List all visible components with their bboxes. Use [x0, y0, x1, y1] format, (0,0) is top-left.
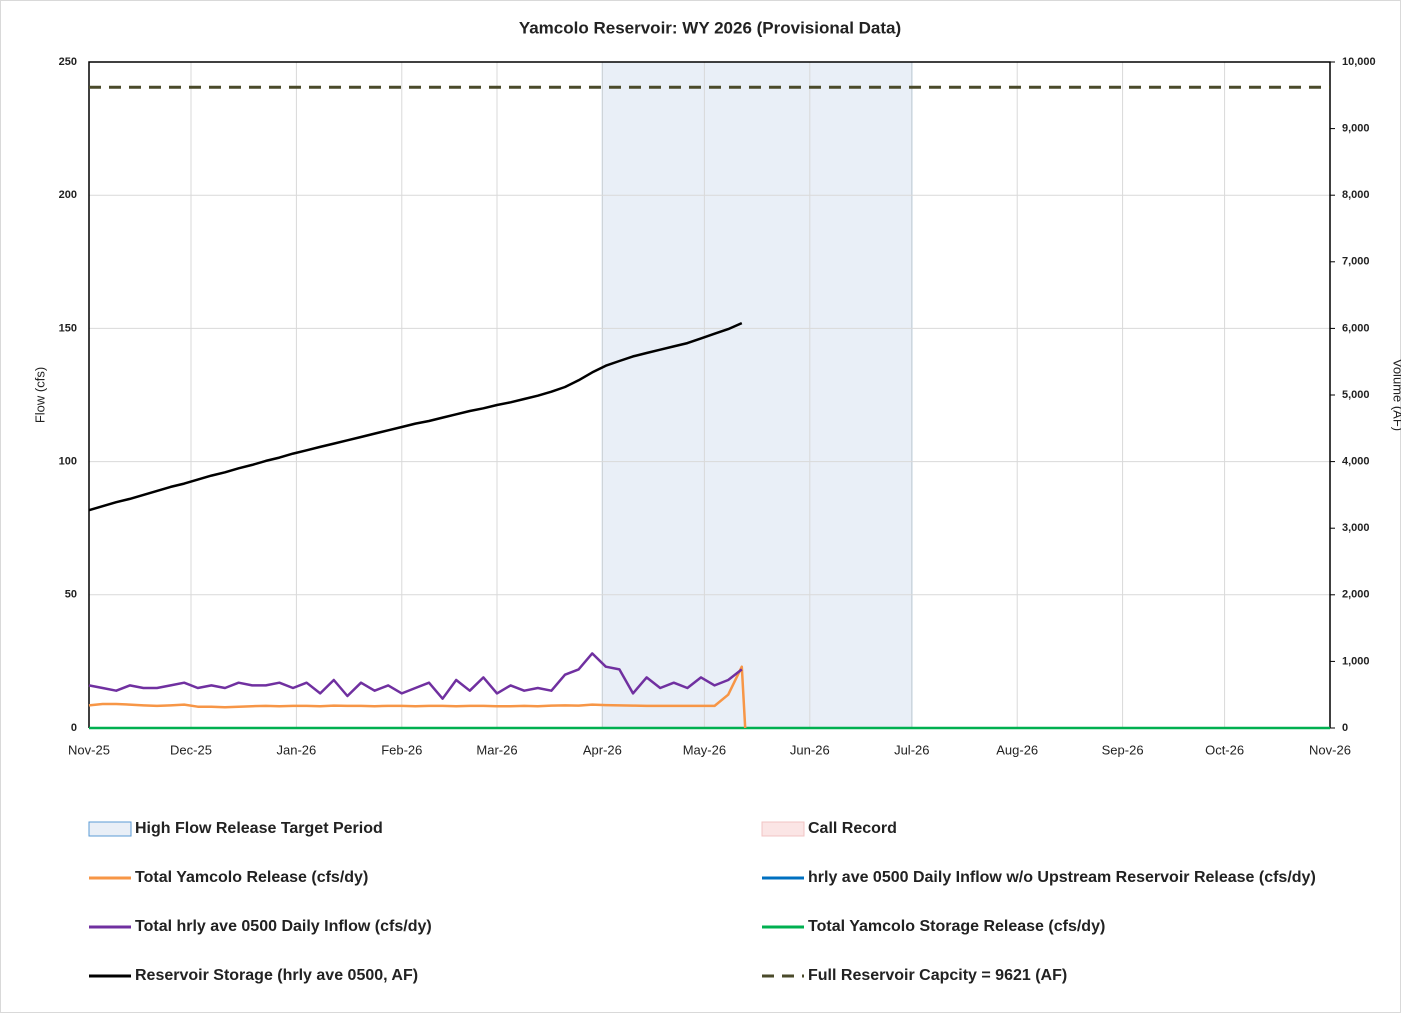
legend-label: Reservoir Storage (hrly ave 0500, AF)	[135, 967, 418, 984]
x-tick-label: Jun-26	[790, 742, 830, 757]
y2-axis-label: Volume (AF)	[1391, 359, 1401, 431]
y-tick-label: 50	[65, 589, 77, 601]
y-axis-label: Flow (cfs)	[32, 367, 47, 423]
y2-tick-label: 10,000	[1342, 56, 1376, 68]
y2-tick-label: 4,000	[1342, 456, 1370, 468]
y2-tick-label: 6,000	[1342, 322, 1370, 334]
x-tick-label: Aug-26	[996, 742, 1038, 757]
legend-label: Call Record	[808, 820, 897, 837]
plot-frame	[88, 61, 1331, 728]
y-tick-label: 0	[71, 722, 77, 734]
legend-swatch	[88, 821, 132, 837]
y-tick-label: 100	[59, 456, 77, 468]
legend-label: High Flow Release Target Period	[135, 820, 383, 837]
x-tick-label: Dec-25	[170, 742, 212, 757]
series-line	[88, 652, 743, 700]
x-tick-label: Nov-25	[68, 742, 110, 757]
legend-label: Total Yamcolo Storage Release (cfs/dy)	[808, 918, 1105, 935]
legend-label: Total Yamcolo Release (cfs/dy)	[135, 869, 368, 886]
y-tick-label: 250	[59, 56, 77, 68]
series-line	[88, 321, 743, 512]
y-tick-label: 150	[59, 322, 77, 334]
x-tick-label: Mar-26	[476, 742, 517, 757]
legend-label: hrly ave 0500 Daily Inflow w/o Upstream …	[808, 869, 1316, 886]
y-tick-label: 200	[59, 189, 77, 201]
legend-swatch	[761, 821, 805, 837]
y2-tick-label: 9,000	[1342, 123, 1370, 135]
x-tick-label: Feb-26	[381, 742, 422, 757]
x-tick-label: Oct-26	[1205, 742, 1244, 757]
y2-tick-label: 0	[1342, 722, 1348, 734]
legend-label: Full Reservoir Capcity = 9621 (AF)	[808, 967, 1067, 984]
x-tick-label: May-26	[683, 742, 726, 757]
x-tick-label: Sep-26	[1102, 742, 1144, 757]
x-tick-label: Nov-26	[1309, 742, 1351, 757]
x-tick-label: Jul-26	[894, 742, 929, 757]
band	[601, 61, 913, 729]
y2-tick-label: 1,000	[1342, 655, 1370, 667]
x-tick-label: Jan-26	[277, 742, 317, 757]
y2-tick-label: 8,000	[1342, 189, 1370, 201]
legend-label: Total hrly ave 0500 Daily Inflow (cfs/dy…	[135, 918, 432, 935]
y2-tick-label: 5,000	[1342, 389, 1370, 401]
x-tick-label: Apr-26	[583, 742, 622, 757]
y2-tick-label: 3,000	[1342, 522, 1370, 534]
series-line	[88, 665, 747, 729]
y2-tick-label: 7,000	[1342, 256, 1370, 268]
chart-title: Yamcolo Reservoir: WY 2026 (Provisional …	[519, 18, 901, 37]
y2-tick-label: 2,000	[1342, 589, 1370, 601]
